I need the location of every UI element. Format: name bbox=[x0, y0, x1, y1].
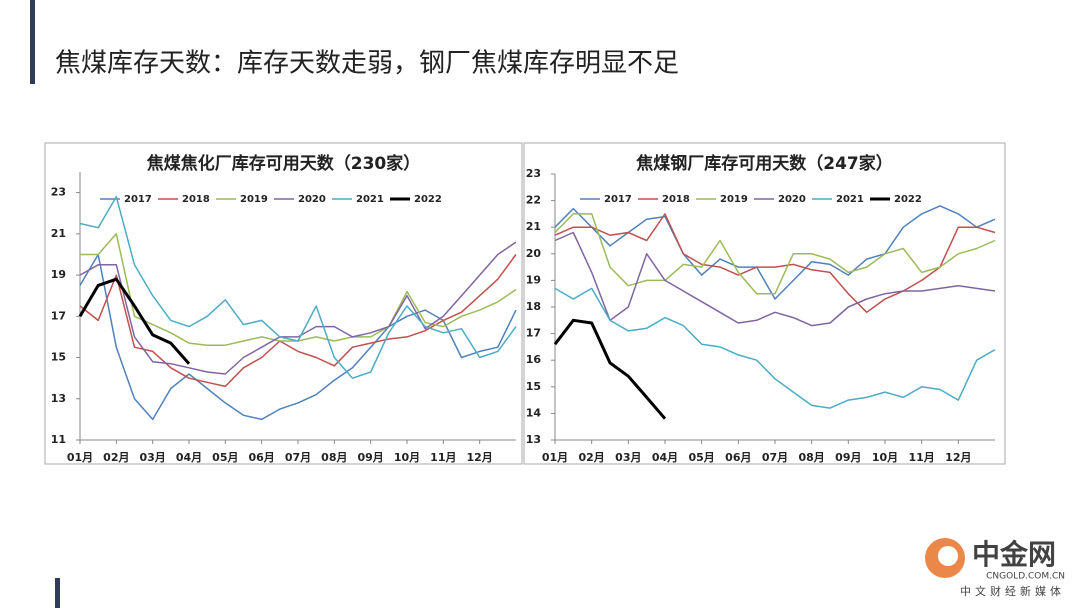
x-tick-label: 11月 bbox=[909, 451, 935, 464]
y-tick-label: 23 bbox=[526, 167, 541, 180]
x-tick-label: 12月 bbox=[945, 451, 971, 464]
legend-label: 2021 bbox=[356, 194, 384, 205]
x-tick-label: 08月 bbox=[321, 451, 347, 464]
series-line bbox=[554, 213, 996, 295]
site: CNGOLD.COM.CN bbox=[986, 572, 1065, 582]
x-tick-label: 02月 bbox=[579, 451, 605, 464]
x-tick-label: 01月 bbox=[542, 451, 568, 464]
y-tick-label: 20 bbox=[526, 247, 542, 260]
y-tick-label: 22 bbox=[526, 194, 541, 207]
x-tick-label: 11月 bbox=[430, 451, 456, 464]
series-line bbox=[78, 277, 191, 365]
x-tick-label: 09月 bbox=[358, 451, 384, 464]
legend-label: 2019 bbox=[720, 194, 748, 205]
x-tick-label: 12月 bbox=[467, 451, 493, 464]
legend-label: 2020 bbox=[778, 194, 806, 205]
x-tick-label: 02月 bbox=[103, 451, 129, 464]
accent-bar bbox=[55, 578, 60, 608]
y-tick-label: 17 bbox=[526, 327, 541, 340]
legend-label: 2020 bbox=[298, 194, 326, 205]
x-tick-label: 10月 bbox=[394, 451, 420, 464]
x-tick-label: 09月 bbox=[835, 451, 861, 464]
y-tick-label: 18 bbox=[526, 300, 541, 313]
legend-label: 2018 bbox=[182, 194, 210, 205]
slogan: 中文财经新媒体 bbox=[960, 584, 1065, 598]
legend-label: 2022 bbox=[414, 194, 442, 205]
legend-label: 2019 bbox=[240, 194, 268, 205]
y-tick-label: 14 bbox=[526, 406, 542, 419]
legend-label: 2017 bbox=[124, 194, 152, 205]
y-tick-label: 15 bbox=[526, 380, 541, 393]
x-tick-label: 03月 bbox=[615, 451, 641, 464]
legend-label: 2022 bbox=[894, 194, 922, 205]
y-tick-label: 23 bbox=[51, 186, 66, 199]
legend-label: 2017 bbox=[604, 194, 632, 205]
y-tick-label: 16 bbox=[526, 353, 542, 366]
y-tick-label: 17 bbox=[51, 309, 66, 322]
x-tick-label: 03月 bbox=[140, 451, 166, 464]
series-line bbox=[79, 254, 517, 388]
chart-title: 焦煤钢厂库存可用天数（247家） bbox=[635, 153, 893, 174]
x-tick-label: 06月 bbox=[725, 451, 751, 464]
series-line bbox=[79, 195, 517, 379]
y-tick-label: 19 bbox=[526, 273, 541, 286]
series-line bbox=[80, 233, 517, 346]
x-tick-label: 05月 bbox=[212, 451, 238, 464]
x-tick-label: 07月 bbox=[762, 451, 788, 464]
series-line bbox=[554, 213, 996, 314]
series-line bbox=[554, 287, 996, 409]
page-title: 焦煤库存天数：库存天数走弱，钢厂焦煤库存明显不足 bbox=[55, 49, 679, 79]
chart-frame bbox=[44, 142, 523, 465]
x-tick-label: 10月 bbox=[872, 451, 898, 464]
y-tick-label: 11 bbox=[51, 433, 66, 446]
x-tick-label: 01月 bbox=[67, 451, 93, 464]
chart-frame bbox=[523, 142, 1006, 465]
brand: 中金网 bbox=[972, 538, 1056, 571]
legend-label: 2018 bbox=[662, 194, 690, 205]
x-tick-label: 05月 bbox=[689, 451, 715, 464]
x-tick-label: 06月 bbox=[249, 451, 275, 464]
x-tick-label: 08月 bbox=[799, 451, 825, 464]
series-line bbox=[554, 231, 996, 327]
y-tick-label: 13 bbox=[526, 433, 541, 446]
y-tick-label: 19 bbox=[51, 268, 66, 281]
x-tick-label: 04月 bbox=[176, 451, 202, 464]
watermark: 中金网 CNGOLD.COM.CN 中文财经新媒体 bbox=[925, 538, 1065, 598]
series-line bbox=[553, 318, 667, 420]
x-tick-label: 04月 bbox=[652, 451, 678, 464]
logo bbox=[938, 546, 958, 566]
legend-label: 2021 bbox=[836, 194, 864, 205]
chart-title: 焦煤焦化厂库存可用天数（230家） bbox=[146, 153, 421, 174]
y-tick-label: 15 bbox=[51, 351, 66, 364]
y-tick-label: 21 bbox=[51, 227, 66, 240]
y-tick-label: 13 bbox=[51, 392, 66, 405]
x-tick-label: 07月 bbox=[285, 451, 311, 464]
series-line bbox=[79, 241, 517, 375]
y-tick-label: 21 bbox=[526, 220, 541, 233]
accent-bar bbox=[30, 0, 35, 84]
series-line bbox=[554, 205, 996, 300]
